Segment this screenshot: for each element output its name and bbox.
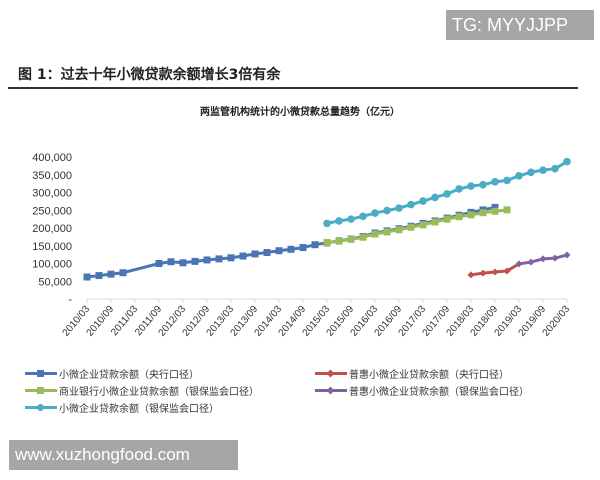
data-point	[359, 233, 367, 241]
data-point	[107, 270, 115, 278]
data-point	[467, 211, 475, 219]
data-point	[299, 244, 307, 252]
y-tick-label: -	[68, 294, 72, 306]
legend-item-4: 小微企业贷款余额（银保监会口径）	[25, 400, 219, 415]
data-point	[503, 206, 511, 214]
data-point	[455, 213, 463, 221]
data-point	[251, 250, 259, 258]
data-point	[407, 200, 415, 209]
watermark-bottom: www.xuzhongfood.com	[9, 440, 238, 470]
data-point	[371, 230, 379, 238]
data-point	[527, 258, 535, 266]
data-point	[215, 255, 223, 263]
data-point	[83, 273, 91, 281]
y-tick-label: 200,000	[32, 223, 72, 235]
series-line-1	[470, 269, 508, 277]
data-point	[491, 207, 499, 215]
data-point	[419, 221, 427, 229]
data-point	[515, 172, 523, 180]
legend-item-3: 普惠小微企业贷款余额（银保监会口径）	[315, 383, 529, 398]
data-point	[503, 267, 511, 275]
data-point	[479, 209, 487, 217]
chart-title: 两监管机构统计的小微贷款总量趋势（亿元）	[200, 107, 400, 118]
data-point	[323, 219, 331, 228]
data-point	[395, 226, 403, 234]
data-point	[287, 245, 295, 253]
y-tick-label: 300,000	[32, 188, 72, 200]
data-point	[263, 248, 271, 256]
data-point	[407, 223, 415, 231]
data-point	[311, 241, 319, 249]
data-point	[467, 182, 475, 190]
data-point	[491, 203, 499, 211]
data-point	[431, 218, 439, 226]
data-point	[383, 206, 391, 215]
data-point	[551, 254, 559, 262]
legend-swatch	[25, 387, 57, 394]
data-point	[119, 269, 127, 277]
data-point	[491, 178, 499, 186]
data-point	[347, 235, 355, 243]
legend-swatch	[25, 404, 57, 411]
data-point	[275, 247, 283, 255]
data-point	[395, 204, 403, 212]
legend-item-1: 普惠小微企业贷款余额（央行口径）	[315, 366, 509, 381]
data-point	[335, 237, 343, 245]
data-point	[95, 272, 103, 280]
y-tick-label: 400,000	[32, 152, 72, 164]
data-point	[527, 168, 535, 177]
legend-label: 普惠小微企业贷款余额（央行口径）	[349, 370, 509, 381]
data-point	[539, 166, 547, 174]
data-point	[323, 239, 331, 247]
data-point	[419, 197, 427, 205]
y-tick-label: 250,000	[32, 205, 72, 217]
series-line-2	[326, 208, 508, 245]
figure-title: 图 1：过去十年小微贷款余额增长3倍有余	[18, 67, 281, 83]
data-point	[191, 257, 199, 265]
data-point	[179, 259, 187, 267]
legend-swatch	[25, 370, 57, 377]
legend-label: 小微企业贷款余额（央行口径）	[59, 370, 199, 381]
data-point	[467, 271, 475, 279]
data-point	[563, 251, 571, 259]
line-chart: - 50,000 100,000 150,000 200,000 250,000 300,0…	[32, 152, 572, 339]
data-point	[167, 258, 175, 266]
data-point	[479, 180, 487, 189]
y-tick-label: 50,000	[38, 276, 72, 288]
data-point	[491, 268, 499, 276]
legend-label: 商业银行小微企业贷款余额（银保监会口径）	[59, 387, 259, 398]
y-tick-label: 150,000	[32, 241, 72, 253]
data-point	[503, 176, 511, 185]
y-tick-label: 100,000	[32, 259, 72, 271]
legend-swatch	[315, 369, 347, 378]
data-point	[347, 215, 355, 223]
legend-label: 小微企业贷款余额（银保监会口径）	[59, 404, 219, 415]
data-point	[539, 255, 547, 263]
legend-label: 普惠小微企业贷款余额（银保监会口径）	[349, 387, 529, 398]
data-point	[443, 190, 451, 198]
data-point	[383, 228, 391, 236]
legend-item-2: 商业银行小微企业贷款余额（银保监会口径）	[25, 383, 259, 398]
data-point	[359, 212, 367, 221]
data-point	[203, 256, 211, 264]
legend-item-0: 小微企业贷款余额（央行口径）	[25, 366, 199, 381]
data-point	[479, 269, 487, 277]
data-point	[371, 209, 379, 217]
watermark-top: TG: MYYJJPP	[446, 10, 594, 40]
data-point	[335, 217, 343, 225]
data-point	[563, 157, 571, 166]
data-point	[227, 254, 235, 262]
legend-swatch	[315, 386, 347, 395]
data-point	[551, 164, 559, 173]
data-point	[515, 260, 523, 268]
y-tick-label: 350,000	[32, 170, 72, 182]
title-rule	[8, 87, 578, 89]
data-point	[455, 185, 463, 193]
data-point	[443, 215, 451, 223]
data-point	[431, 193, 439, 202]
data-point	[155, 260, 163, 267]
data-point	[239, 252, 247, 260]
